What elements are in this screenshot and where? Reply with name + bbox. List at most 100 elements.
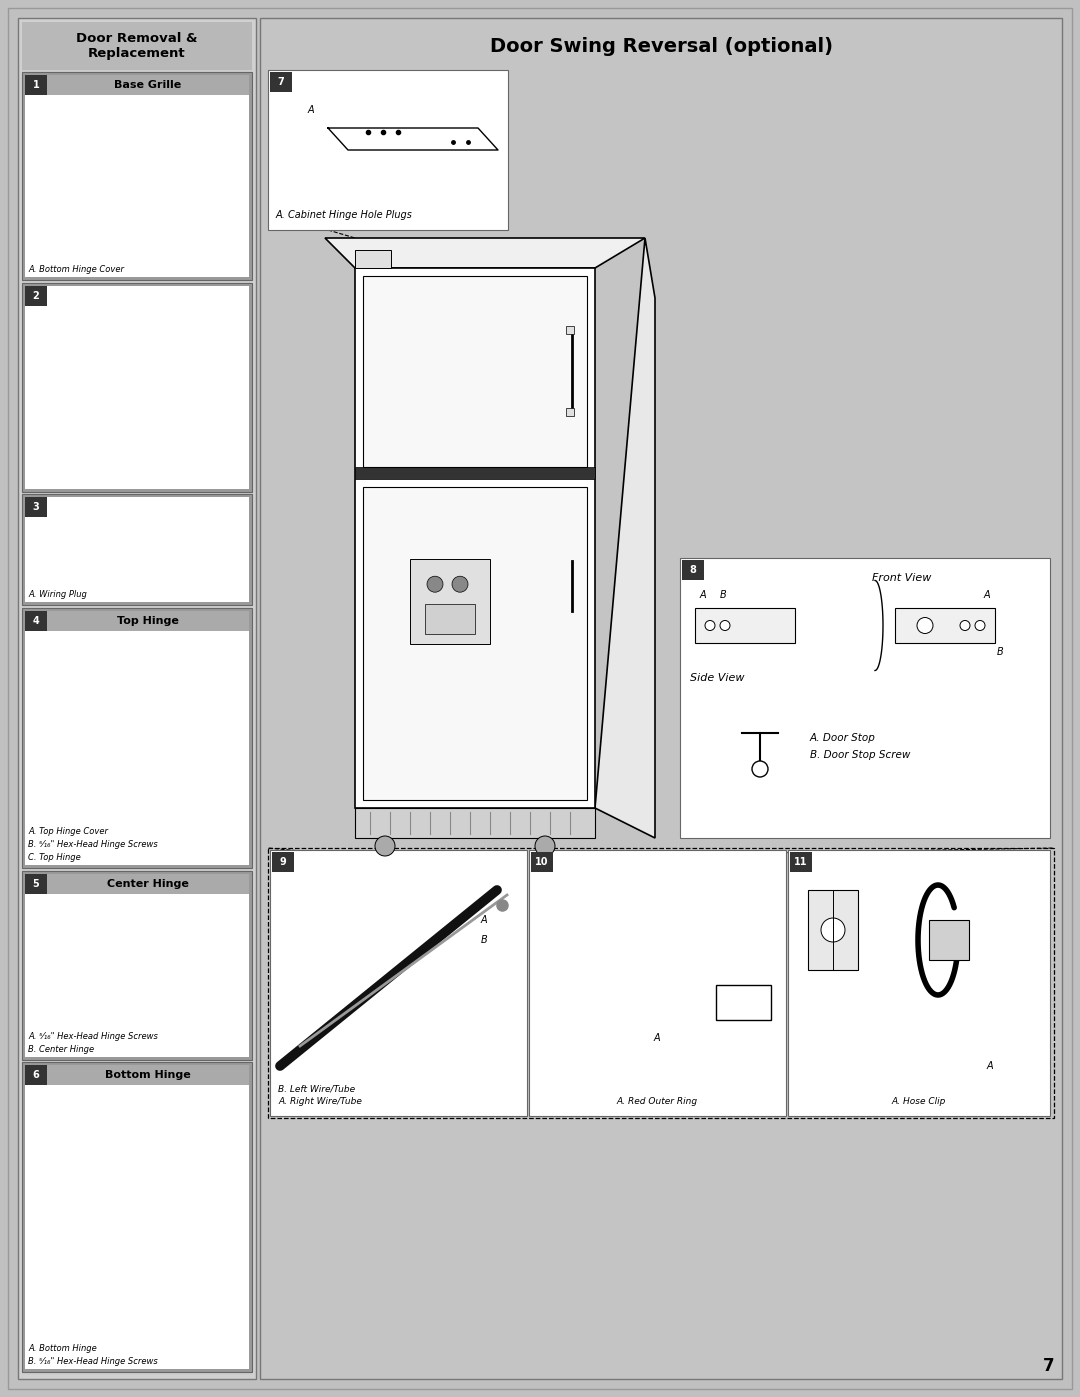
Bar <box>531 852 553 872</box>
Bar <box>25 1066 48 1085</box>
Text: Side View: Side View <box>690 673 744 683</box>
Bar <box>22 73 252 281</box>
Bar <box>680 557 1050 838</box>
Text: A. Hose Clip: A. Hose Clip <box>892 1097 946 1106</box>
Bar <box>48 75 249 95</box>
Bar <box>25 497 249 602</box>
Bar <box>22 1062 252 1372</box>
Bar <box>529 849 786 1116</box>
Bar <box>716 985 771 1020</box>
Bar <box>929 921 969 960</box>
Text: 4: 4 <box>32 616 39 626</box>
Text: A. Cabinet Hinge Hole Plugs: A. Cabinet Hinge Hole Plugs <box>276 210 413 219</box>
Text: A: A <box>987 1060 994 1071</box>
Bar <box>268 70 508 231</box>
Bar <box>25 610 48 630</box>
Text: Door Swing Reversal (optional): Door Swing Reversal (optional) <box>489 36 833 56</box>
Bar <box>895 608 995 643</box>
Text: B: B <box>481 935 487 944</box>
Bar <box>25 497 48 517</box>
Bar <box>22 495 252 605</box>
Bar <box>270 73 292 92</box>
Text: Bottom Hinge: Bottom Hinge <box>105 1070 191 1080</box>
Bar <box>22 22 252 70</box>
Bar <box>410 559 490 644</box>
Bar <box>48 610 249 630</box>
Text: B: B <box>997 647 1003 657</box>
Text: C. Top Hinge: C. Top Hinge <box>28 854 81 862</box>
Bar <box>363 277 588 467</box>
Circle shape <box>375 835 395 856</box>
Text: 10: 10 <box>536 856 549 868</box>
Text: 9: 9 <box>280 856 286 868</box>
Text: A. Bottom Hinge: A. Bottom Hinge <box>28 1344 97 1354</box>
Text: A. Right Wire/Tube: A. Right Wire/Tube <box>278 1097 362 1106</box>
Bar <box>788 849 1050 1116</box>
Bar <box>260 18 1062 1379</box>
Circle shape <box>960 620 970 630</box>
Text: 6: 6 <box>32 1070 39 1080</box>
Text: A. Door Stop: A. Door Stop <box>810 733 876 743</box>
Text: A. Wiring Plug: A. Wiring Plug <box>28 590 86 599</box>
Bar <box>18 18 256 1379</box>
Circle shape <box>975 620 985 630</box>
Bar <box>25 286 249 489</box>
Bar <box>272 852 294 872</box>
Bar <box>22 284 252 492</box>
Bar <box>22 608 252 868</box>
Bar <box>268 848 1054 1118</box>
Text: B. ⁵⁄₁₆" Hex-Head Hinge Screws: B. ⁵⁄₁₆" Hex-Head Hinge Screws <box>28 1358 158 1366</box>
Text: 5: 5 <box>32 879 39 888</box>
Text: Base Grille: Base Grille <box>114 80 181 89</box>
Bar <box>48 1066 249 1085</box>
Text: A. Bottom Hinge Cover: A. Bottom Hinge Cover <box>28 265 124 274</box>
Text: 1: 1 <box>32 80 39 89</box>
Bar <box>426 604 475 634</box>
Bar <box>25 873 249 1056</box>
Text: B. Center Hinge: B. Center Hinge <box>28 1045 94 1053</box>
Text: 11: 11 <box>794 856 808 868</box>
Bar <box>25 75 249 278</box>
Bar <box>789 852 812 872</box>
Circle shape <box>453 576 468 592</box>
Circle shape <box>720 620 730 630</box>
Text: 3: 3 <box>32 502 39 513</box>
Text: Top Hinge: Top Hinge <box>117 616 179 626</box>
Bar <box>355 467 595 479</box>
Text: A: A <box>308 105 314 115</box>
Bar <box>355 807 595 838</box>
Bar <box>25 610 249 865</box>
Bar <box>270 849 527 1116</box>
Circle shape <box>427 576 443 592</box>
Text: B. Door Stop Screw: B. Door Stop Screw <box>810 750 910 760</box>
Bar <box>25 286 48 306</box>
Text: B. ⁵⁄₁₆" Hex-Head Hinge Screws: B. ⁵⁄₁₆" Hex-Head Hinge Screws <box>28 840 158 849</box>
Circle shape <box>821 918 845 942</box>
Text: A. Top Hinge Cover: A. Top Hinge Cover <box>28 827 108 837</box>
Bar <box>808 890 858 970</box>
Text: Front View: Front View <box>873 573 932 583</box>
Bar <box>696 608 795 643</box>
Text: 2: 2 <box>32 291 39 302</box>
Text: A: A <box>481 915 487 925</box>
Circle shape <box>917 617 933 633</box>
Circle shape <box>705 620 715 630</box>
Text: 7: 7 <box>1043 1356 1055 1375</box>
Bar <box>681 560 704 580</box>
Text: 7: 7 <box>278 77 284 87</box>
Bar <box>355 250 391 268</box>
Text: A. ⁵⁄₁₆" Hex-Head Hinge Screws: A. ⁵⁄₁₆" Hex-Head Hinge Screws <box>28 1031 158 1041</box>
Polygon shape <box>595 237 654 838</box>
Bar <box>25 873 48 894</box>
Bar <box>48 873 249 894</box>
Polygon shape <box>325 237 645 268</box>
Circle shape <box>752 761 768 777</box>
Text: Center Hinge: Center Hinge <box>107 879 189 888</box>
Text: 8: 8 <box>689 564 697 576</box>
Text: Door Removal &
Replacement: Door Removal & Replacement <box>77 32 198 60</box>
Bar <box>22 22 252 1375</box>
Text: A: A <box>984 590 990 599</box>
Bar <box>355 268 595 807</box>
Bar <box>25 1066 249 1369</box>
Text: A: A <box>653 1032 660 1044</box>
